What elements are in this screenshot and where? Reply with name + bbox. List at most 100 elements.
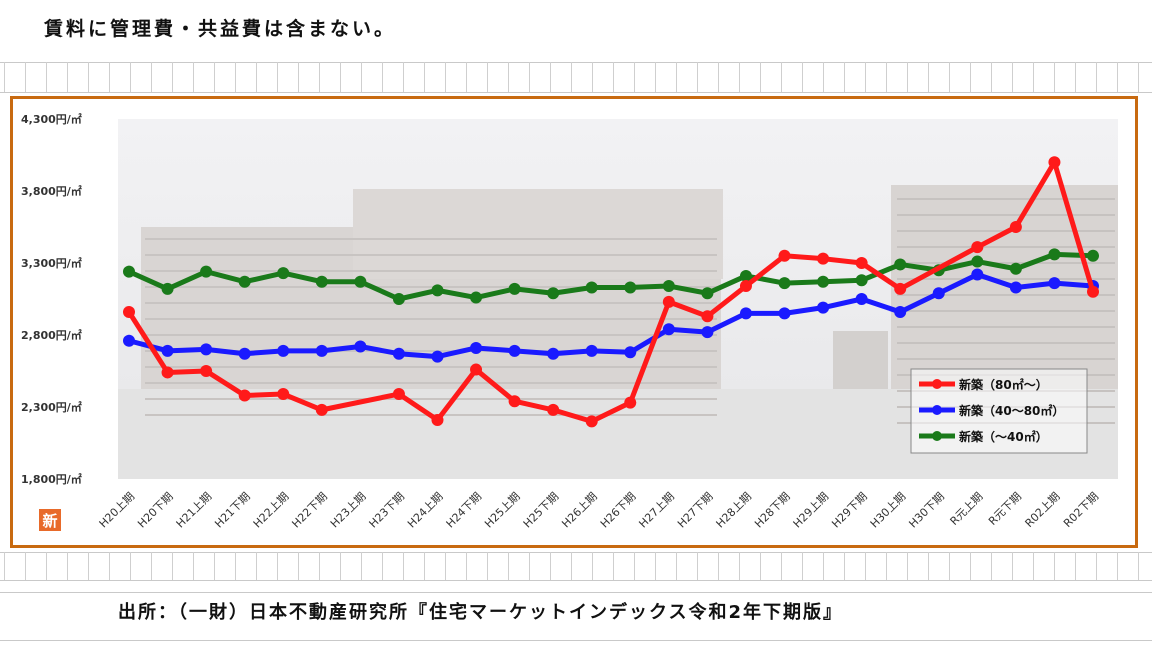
grid-line (235, 552, 236, 580)
svg-text:新: 新 (42, 512, 57, 530)
grid-line (739, 62, 740, 92)
data-point (470, 291, 483, 304)
data-point (200, 365, 213, 377)
data-point (855, 274, 868, 287)
grid-line (571, 62, 572, 92)
grid-line (235, 62, 236, 92)
grid-line (949, 552, 950, 580)
grid-line (172, 62, 173, 92)
grid-line (1075, 62, 1076, 92)
grid-line (1075, 552, 1076, 580)
data-point (431, 350, 444, 363)
data-point (315, 275, 328, 288)
grid-line (739, 552, 740, 580)
x-tick-label: H24上期 (405, 490, 446, 531)
grid-line (0, 62, 1152, 63)
grid-line (130, 552, 131, 580)
data-point (971, 241, 984, 254)
grid-line (1054, 552, 1055, 580)
grid-line (109, 552, 110, 580)
x-tick-label: H23上期 (328, 490, 369, 531)
grid-line (319, 552, 320, 580)
y-tick-label: 3,300円/㎡ (21, 256, 82, 270)
data-point (701, 310, 714, 323)
data-point (277, 267, 290, 280)
grid-line (67, 552, 68, 580)
series-1a1aff (123, 268, 1099, 363)
data-point (238, 347, 251, 360)
grid-line (970, 62, 971, 92)
data-point (238, 389, 251, 402)
data-point (354, 340, 367, 353)
grid-line (508, 552, 509, 580)
data-point (470, 363, 483, 376)
top-note: 賃料に管理費・共益費は含まない。 (44, 18, 397, 40)
data-point (778, 307, 791, 320)
grid-line (760, 62, 761, 92)
data-point (354, 275, 367, 288)
grid-line (382, 552, 383, 580)
rent-chart: 1,800円/㎡ 2,300円/㎡ 2,800円/㎡ 3,300円/㎡ 3,800円/㎡… (21, 112, 1118, 531)
grid-line (1012, 62, 1013, 92)
grid-line (445, 552, 446, 580)
grid-line (1138, 552, 1139, 580)
x-tick-label: R元上期 (948, 490, 986, 528)
data-point (161, 366, 174, 379)
data-point (392, 347, 405, 360)
data-point (662, 295, 675, 308)
x-tick-label: R元下期 (986, 490, 1024, 528)
data-point (624, 396, 637, 409)
grid-line (1138, 62, 1139, 92)
data-point (778, 277, 791, 290)
grid-line (88, 552, 89, 580)
grid-line (256, 552, 257, 580)
grid-line (508, 62, 509, 92)
grid-line (928, 552, 929, 580)
grid-line (1117, 552, 1118, 580)
grid-line (844, 62, 845, 92)
data-point (1087, 285, 1099, 298)
grid-line (298, 62, 299, 92)
grid-line (655, 62, 656, 92)
data-point (701, 326, 714, 339)
x-tick-label: H26下期 (598, 490, 639, 531)
data-point (894, 305, 907, 318)
grid-line (886, 62, 887, 92)
x-tick-label: H30下期 (906, 490, 947, 531)
grid-line (88, 62, 89, 92)
grid-line (424, 62, 425, 92)
data-point (161, 344, 174, 357)
grid-line (760, 552, 761, 580)
grid-line (592, 552, 593, 580)
legend-label: 新築（80㎡～） (959, 377, 1048, 392)
grid-line (655, 552, 656, 580)
grid-line (886, 552, 887, 580)
x-tick-label: H21下期 (212, 490, 253, 531)
grid-line (949, 62, 950, 92)
data-point (1009, 221, 1022, 233)
data-point (508, 344, 521, 357)
grid-line (256, 62, 257, 92)
grid-line (676, 552, 677, 580)
grid-line (697, 62, 698, 92)
grid-line (403, 62, 404, 92)
x-tick-label: H22上期 (251, 490, 292, 531)
data-point (392, 293, 405, 305)
grid-line (193, 552, 194, 580)
x-tick-label: H27下期 (675, 490, 716, 531)
grid-line (718, 62, 719, 92)
grid-line (4, 552, 5, 580)
data-point (431, 413, 444, 426)
data-point (315, 403, 328, 416)
grid-line (1033, 552, 1034, 580)
legend-marker (932, 431, 942, 441)
data-point (585, 415, 598, 428)
grid-line (46, 62, 47, 92)
grid-line (823, 62, 824, 92)
grid-line (466, 62, 467, 92)
data-point (200, 343, 213, 356)
data-point (585, 281, 598, 294)
data-point (662, 280, 675, 293)
grid-line (0, 592, 1152, 593)
x-tick-label: R02上期 (1023, 490, 1063, 530)
